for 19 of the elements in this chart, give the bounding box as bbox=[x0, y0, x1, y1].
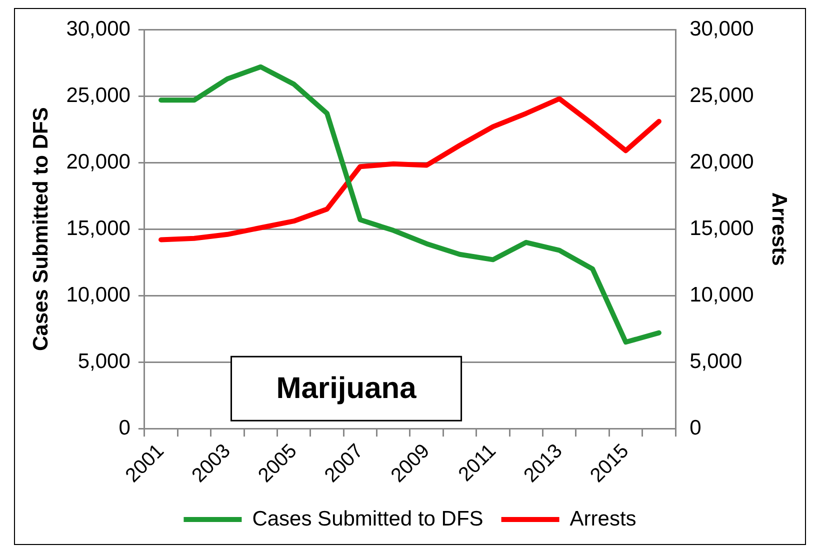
y-tick-label: 15,000 bbox=[66, 216, 130, 240]
y-tick-label: 5,000 bbox=[78, 350, 130, 373]
y2-tick-label: 0 bbox=[690, 416, 702, 440]
y2-tick-label: 20,000 bbox=[690, 150, 754, 174]
y2-tick-label: 15,000 bbox=[690, 216, 754, 240]
y-tick-label: 30,000 bbox=[66, 17, 130, 40]
y2-axis-title: Arrests bbox=[768, 192, 791, 266]
y2-tick-label: 5,000 bbox=[690, 350, 742, 373]
y-axis-title: Cases Submitted to DFS bbox=[29, 107, 52, 352]
annotation: Marijuana bbox=[276, 372, 417, 405]
legend-label: Arrests bbox=[570, 507, 636, 530]
y-tick-label: 20,000 bbox=[66, 150, 130, 174]
y2-tick-label: 30,000 bbox=[690, 17, 754, 40]
y2-tick-label: 10,000 bbox=[690, 283, 754, 306]
legend-label: Cases Submitted to DFS bbox=[252, 507, 484, 530]
y-tick-label: 10,000 bbox=[66, 283, 130, 306]
y-tick-label: 0 bbox=[118, 416, 130, 440]
y-tick-label: 25,000 bbox=[66, 84, 130, 107]
y2-tick-label: 25,000 bbox=[690, 84, 754, 107]
